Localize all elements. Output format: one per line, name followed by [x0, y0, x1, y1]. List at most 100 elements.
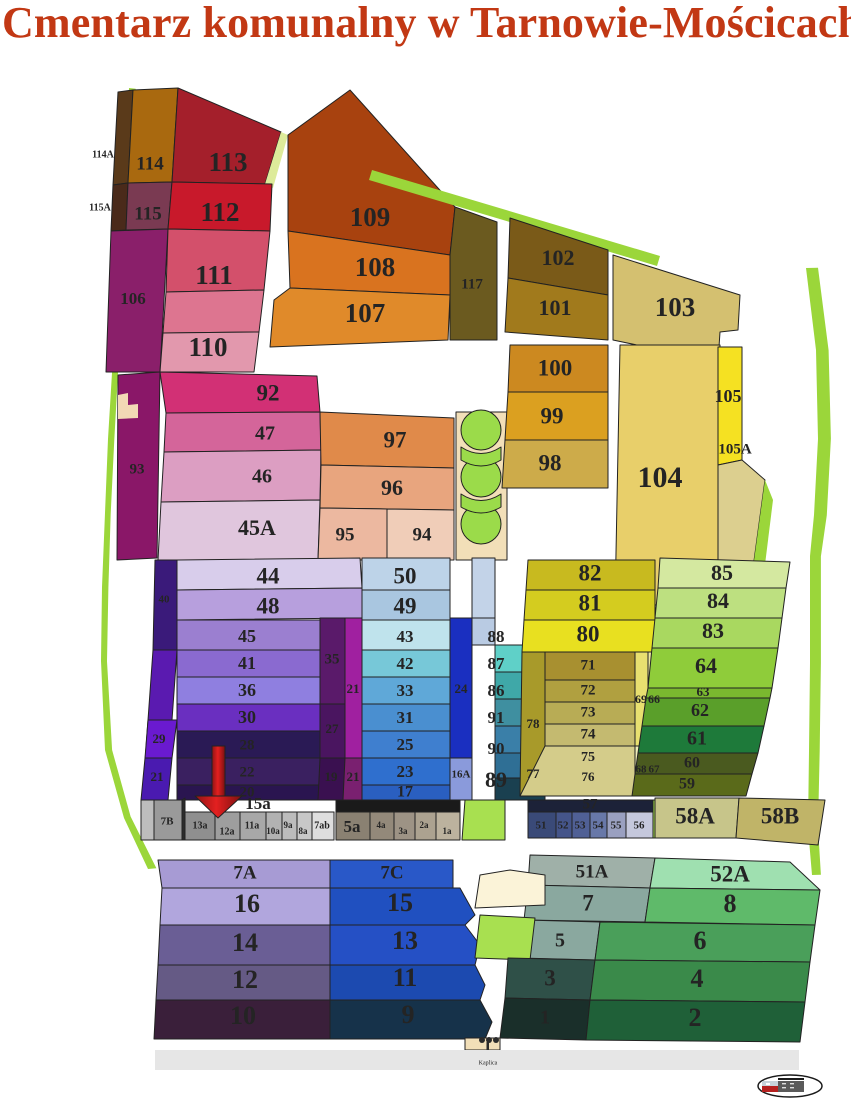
- svg-text:54: 54: [593, 820, 605, 832]
- svg-text:89: 89: [485, 767, 507, 792]
- svg-text:15: 15: [387, 888, 413, 917]
- svg-text:97: 97: [384, 427, 407, 452]
- svg-text:45A: 45A: [238, 515, 276, 540]
- svg-text:107: 107: [345, 298, 386, 328]
- svg-text:69: 69: [635, 692, 647, 706]
- svg-text:21: 21: [151, 769, 164, 784]
- svg-text:48: 48: [257, 593, 280, 618]
- svg-text:1a: 1a: [443, 826, 453, 836]
- svg-text:99: 99: [541, 403, 564, 428]
- svg-text:13a: 13a: [193, 820, 208, 831]
- svg-text:5a: 5a: [344, 817, 362, 836]
- svg-text:9a: 9a: [284, 820, 294, 830]
- svg-text:6: 6: [694, 926, 707, 955]
- svg-text:16A: 16A: [452, 769, 471, 781]
- svg-text:21: 21: [347, 769, 360, 784]
- svg-text:52A: 52A: [710, 861, 750, 886]
- svg-text:91: 91: [488, 708, 505, 727]
- svg-text:73: 73: [581, 704, 596, 720]
- svg-text:78: 78: [527, 716, 541, 731]
- svg-text:47: 47: [255, 423, 275, 445]
- svg-text:112: 112: [200, 197, 239, 227]
- svg-text:8: 8: [724, 889, 737, 918]
- svg-text:57: 57: [583, 796, 599, 812]
- svg-text:71: 71: [581, 657, 596, 673]
- svg-text:27: 27: [326, 721, 340, 736]
- svg-text:113: 113: [208, 147, 247, 177]
- svg-text:4: 4: [691, 964, 704, 993]
- svg-text:104: 104: [638, 461, 683, 494]
- svg-text:10a: 10a: [266, 826, 280, 836]
- svg-text:61: 61: [687, 728, 707, 750]
- svg-text:42: 42: [397, 654, 414, 673]
- svg-text:3a: 3a: [399, 826, 409, 836]
- svg-text:3: 3: [544, 965, 556, 990]
- svg-text:51: 51: [536, 820, 547, 832]
- svg-text:76: 76: [582, 769, 596, 784]
- svg-text:110: 110: [188, 332, 227, 362]
- svg-text:103: 103: [655, 292, 696, 322]
- svg-text:12: 12: [232, 965, 258, 994]
- svg-text:36: 36: [238, 680, 256, 700]
- svg-text:67: 67: [649, 764, 661, 776]
- svg-text:7A: 7A: [233, 862, 257, 883]
- svg-text:108: 108: [355, 252, 396, 282]
- svg-text:12a: 12a: [220, 826, 235, 837]
- svg-text:43: 43: [397, 627, 414, 646]
- svg-text:22: 22: [240, 764, 255, 780]
- svg-text:60: 60: [684, 755, 700, 772]
- svg-text:64: 64: [695, 653, 717, 678]
- svg-text:63: 63: [697, 684, 711, 699]
- svg-text:16: 16: [234, 889, 260, 918]
- svg-text:25: 25: [397, 735, 414, 754]
- svg-text:11: 11: [393, 963, 418, 992]
- svg-text:52: 52: [558, 820, 570, 832]
- svg-text:5: 5: [555, 930, 565, 952]
- svg-text:2: 2: [689, 1003, 702, 1032]
- svg-text:7ab: 7ab: [314, 820, 330, 831]
- svg-text:41: 41: [238, 653, 256, 673]
- svg-text:30: 30: [238, 707, 256, 727]
- svg-text:7: 7: [582, 890, 594, 915]
- svg-text:115: 115: [134, 203, 161, 224]
- svg-text:95: 95: [336, 524, 355, 545]
- svg-text:92: 92: [257, 380, 280, 405]
- svg-text:35: 35: [325, 651, 340, 667]
- svg-text:106: 106: [120, 289, 146, 308]
- svg-text:72: 72: [581, 682, 596, 698]
- svg-text:86: 86: [488, 681, 505, 700]
- svg-text:40: 40: [159, 594, 171, 606]
- svg-text:24: 24: [455, 681, 469, 696]
- svg-text:23: 23: [397, 762, 414, 781]
- svg-text:93: 93: [130, 461, 145, 477]
- svg-text:50: 50: [394, 563, 417, 588]
- svg-text:74: 74: [581, 726, 597, 742]
- svg-text:2a: 2a: [420, 820, 430, 830]
- svg-text:31: 31: [397, 708, 414, 727]
- svg-text:44: 44: [257, 563, 281, 588]
- svg-text:9: 9: [402, 1000, 415, 1029]
- svg-text:83: 83: [702, 618, 724, 643]
- svg-text:77: 77: [527, 766, 541, 781]
- svg-text:49: 49: [394, 593, 417, 618]
- svg-text:87: 87: [488, 654, 506, 673]
- svg-text:56: 56: [634, 820, 646, 832]
- svg-text:84: 84: [707, 588, 729, 613]
- svg-text:19: 19: [325, 769, 339, 784]
- svg-text:58A: 58A: [675, 803, 715, 828]
- svg-text:90: 90: [488, 739, 505, 758]
- svg-text:46: 46: [252, 466, 272, 488]
- svg-text:100: 100: [538, 355, 573, 380]
- svg-text:114A: 114A: [92, 149, 114, 160]
- svg-text:13: 13: [392, 926, 418, 955]
- svg-text:66: 66: [648, 692, 660, 706]
- svg-text:11a: 11a: [245, 820, 259, 831]
- svg-text:94: 94: [413, 524, 433, 545]
- svg-text:105: 105: [715, 386, 742, 406]
- svg-text:29: 29: [153, 731, 167, 746]
- svg-text:7C: 7C: [380, 862, 403, 883]
- svg-text:62: 62: [691, 700, 709, 720]
- svg-text:98: 98: [539, 450, 562, 475]
- svg-text:55: 55: [611, 820, 623, 832]
- svg-text:21: 21: [347, 681, 360, 696]
